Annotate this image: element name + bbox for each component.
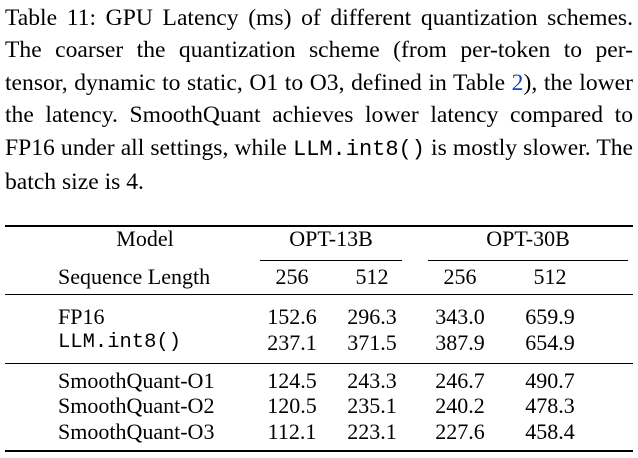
table-cell: 659.9	[525, 304, 575, 329]
group-separator-rule	[5, 363, 633, 364]
table-top-rule	[5, 225, 633, 227]
table-cell: 343.0	[435, 304, 485, 329]
table-cell: 227.6	[435, 419, 485, 444]
caption-code: LLM.int8()	[292, 136, 425, 162]
table-bottom-rule	[5, 450, 633, 452]
row-label: SmoothQuant-O3	[58, 419, 215, 444]
caption-text: GPU Latency (ms) of different quantizati…	[5, 5, 634, 96]
table-cell: 478.3	[525, 393, 575, 418]
header-seq-256: 256	[443, 264, 477, 289]
caption-label: Table 11:	[5, 5, 97, 31]
table-cell: 152.6	[267, 304, 317, 329]
table-cell: 240.2	[435, 393, 485, 418]
caption-text: ), the lower the latency. SmoothQuant ac…	[5, 69, 633, 161]
table-cell: 296.3	[347, 304, 397, 329]
table-cell: 120.5	[267, 393, 317, 418]
header-opt30b: OPT-30B	[486, 226, 570, 251]
row-label: SmoothQuant-O2	[58, 393, 215, 418]
table-cell: 235.1	[347, 393, 397, 418]
table-caption: Table 11: GPU Latency (ms) of different …	[5, 2, 633, 198]
header-seq-512: 512	[355, 264, 389, 289]
table-cell: 237.1	[267, 330, 317, 355]
table-cell: 371.5	[347, 330, 397, 355]
table-cell: 243.3	[347, 368, 397, 393]
opt30b-cmidrule	[428, 260, 628, 261]
caption-text: is mostly slower. The batch size is 4.	[5, 134, 633, 196]
table-cell: 112.1	[267, 419, 317, 444]
header-seq-256: 256	[275, 264, 309, 289]
table-cell: 246.7	[435, 368, 485, 393]
row-label: SmoothQuant-O1	[58, 368, 215, 393]
table-cell: 387.9	[435, 330, 485, 355]
table-cell: 458.4	[525, 419, 575, 444]
row-label: LLM.int8()	[58, 331, 182, 354]
header-seq-512: 512	[533, 264, 567, 289]
opt13b-cmidrule	[260, 260, 402, 261]
header-sequence-length: Sequence Length	[58, 264, 211, 289]
row-label: FP16	[58, 304, 105, 329]
header-opt13b: OPT-13B	[289, 226, 373, 251]
table-cell: 490.7	[525, 368, 575, 393]
header-model: Model	[116, 226, 174, 251]
table-cell: 124.5	[267, 368, 317, 393]
table-reference-link[interactable]: 2	[511, 69, 524, 96]
header-rule	[5, 294, 633, 295]
table-cell: 223.1	[347, 419, 397, 444]
table-cell: 654.9	[525, 330, 575, 355]
